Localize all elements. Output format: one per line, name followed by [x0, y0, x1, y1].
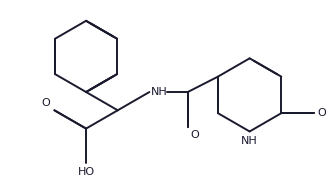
Text: NH: NH — [241, 136, 258, 146]
Text: NH: NH — [151, 87, 168, 97]
Text: O: O — [191, 130, 200, 140]
Text: HO: HO — [78, 167, 95, 177]
Text: O: O — [42, 98, 51, 108]
Text: O: O — [317, 108, 326, 118]
